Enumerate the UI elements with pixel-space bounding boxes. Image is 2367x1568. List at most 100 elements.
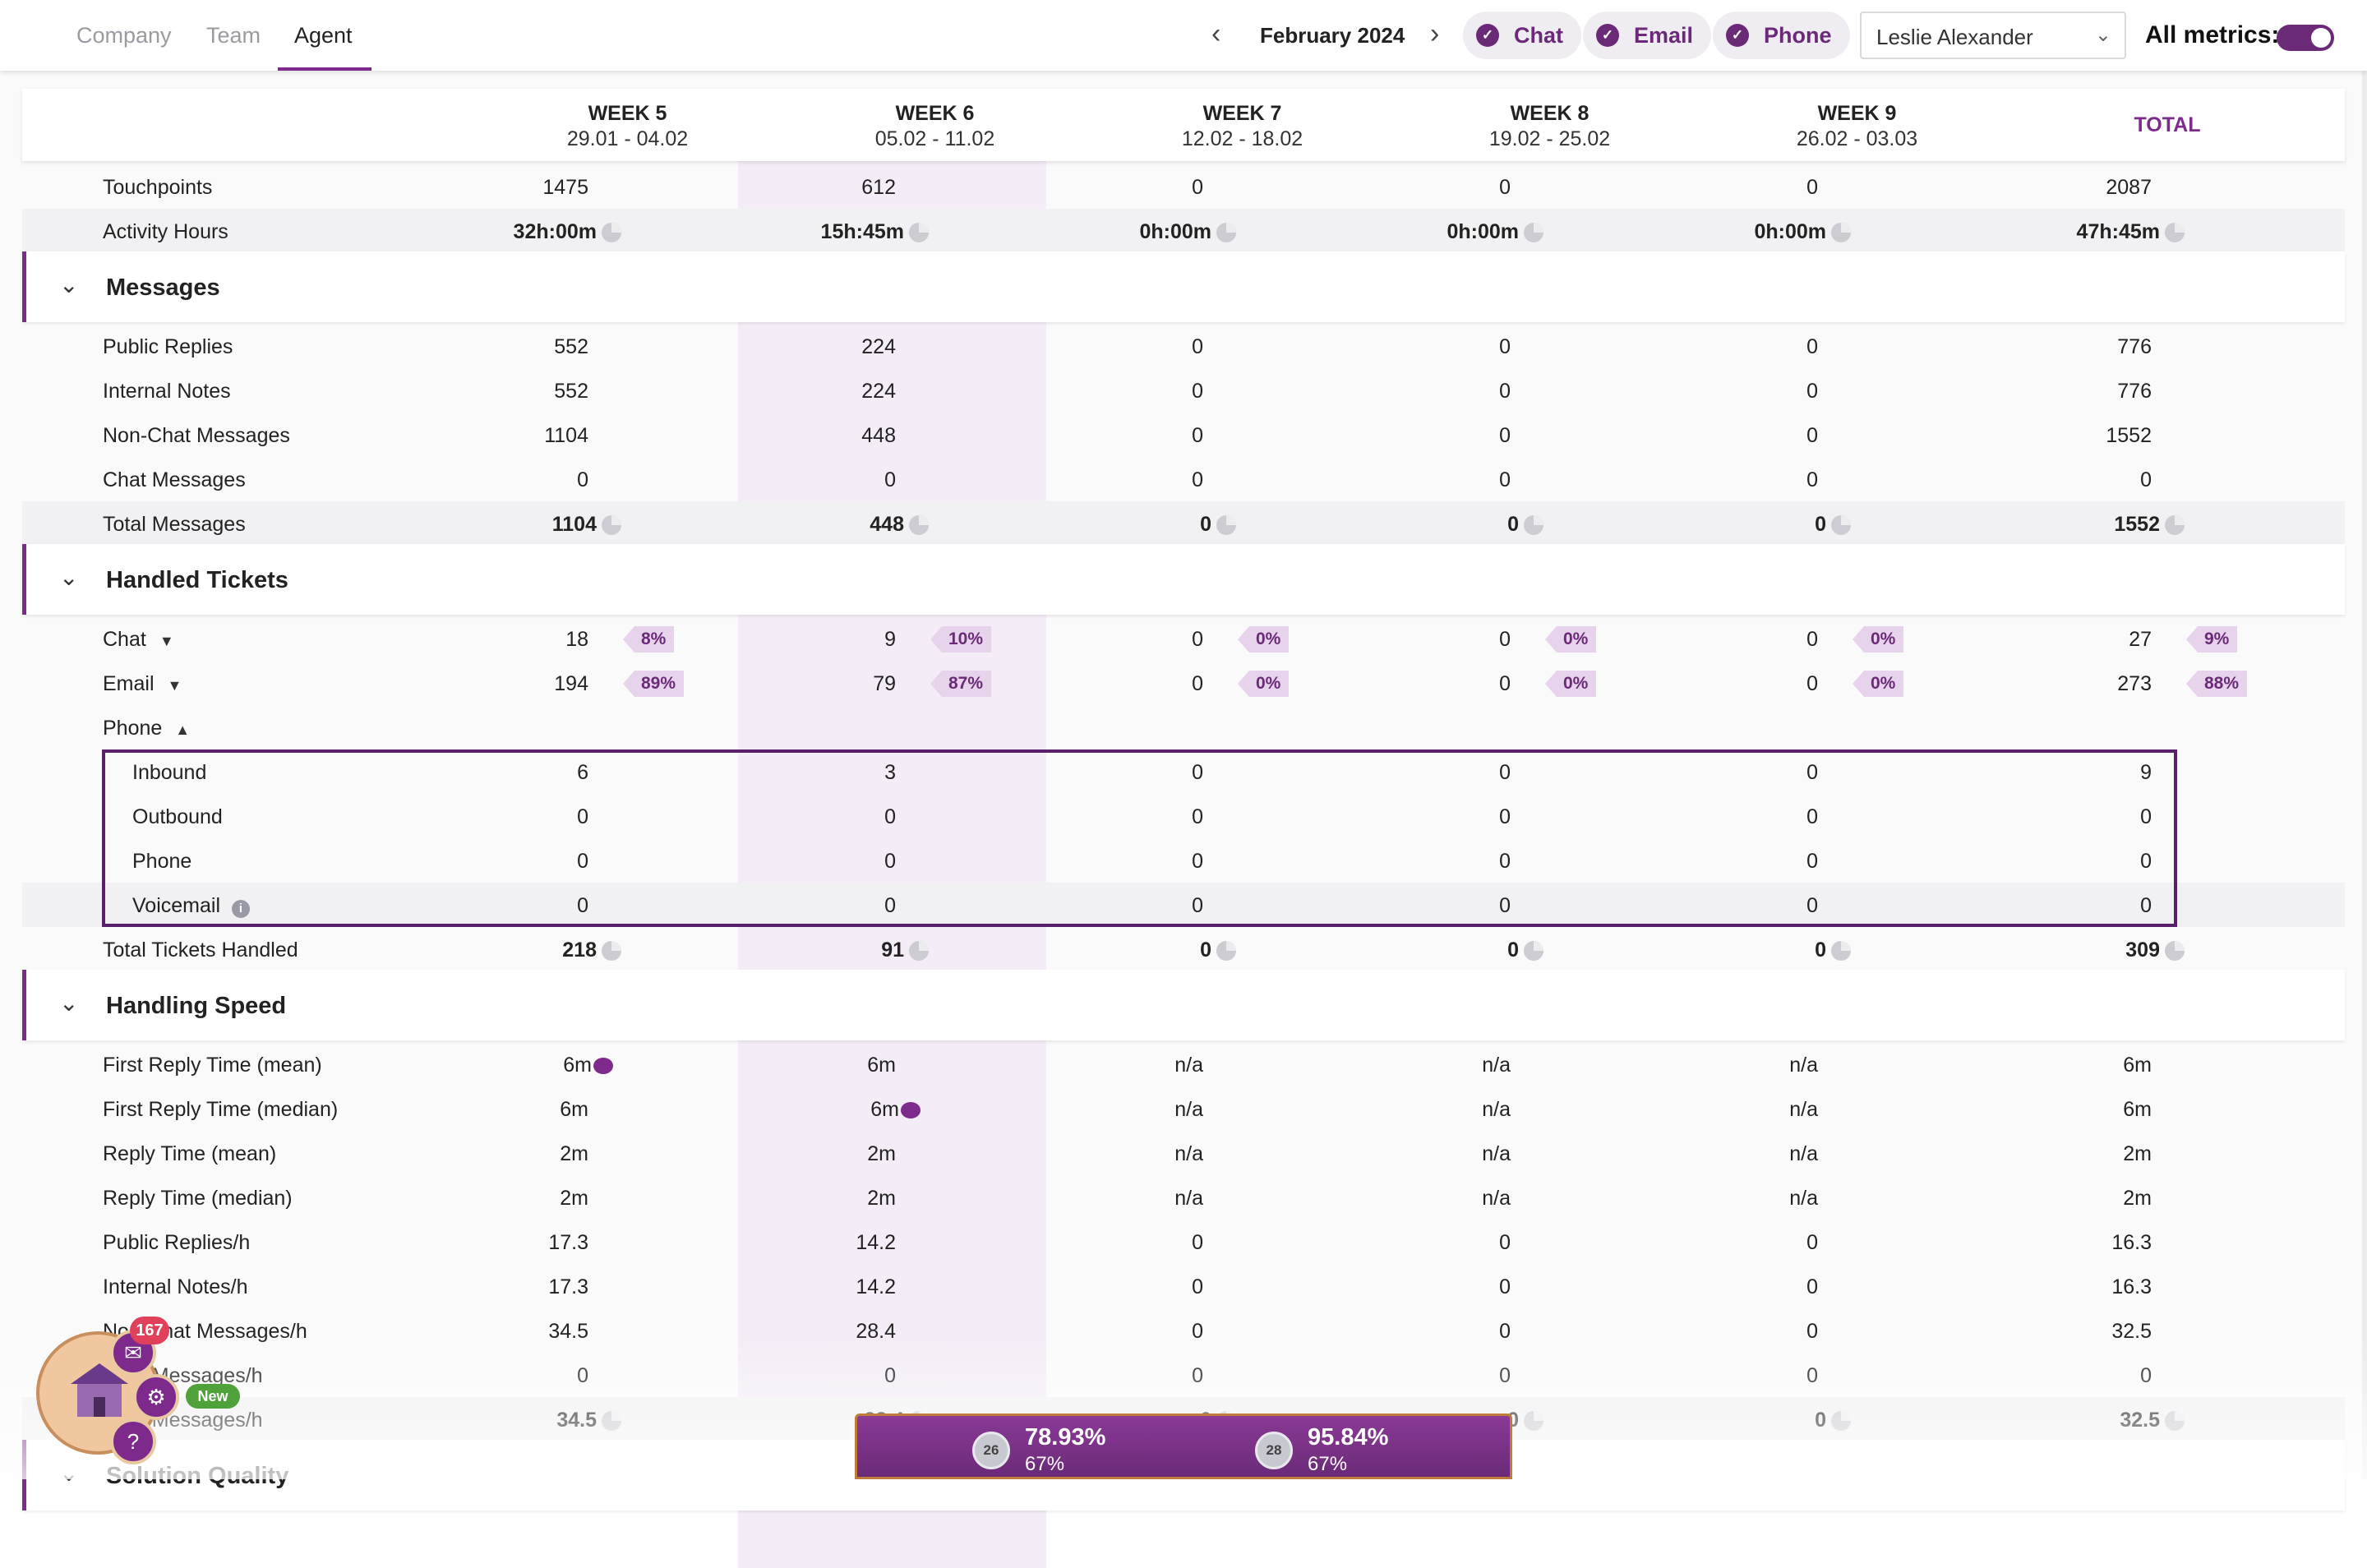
value-text: 0 bbox=[1499, 1275, 1511, 1298]
row-value: 91 bbox=[797, 938, 929, 962]
value-text: 6m bbox=[870, 1098, 899, 1121]
pie-chart-icon[interactable] bbox=[1216, 515, 1236, 536]
caret-down-icon[interactable]: ▼ bbox=[159, 633, 174, 649]
value-text: 0 bbox=[1192, 176, 1203, 199]
goal-sub: 67% bbox=[1025, 1453, 1065, 1475]
goal-progress-bar[interactable]: 26 78.93% 67% 28 95.84% 67% bbox=[855, 1414, 1512, 1479]
tab-team[interactable]: Team bbox=[206, 23, 261, 48]
value-text: 6m bbox=[2123, 1098, 2152, 1121]
row-value: 776 bbox=[2053, 380, 2152, 404]
chevron-down-icon[interactable]: ⌄ bbox=[59, 272, 79, 297]
pie-chart-icon[interactable] bbox=[2165, 223, 2185, 243]
table-row: First Reply Time (mean) 6m 6m n/a n/a n/a 6m bbox=[22, 1042, 2345, 1086]
pie-chart-icon[interactable] bbox=[909, 515, 929, 536]
chip-label: Email bbox=[1634, 22, 1694, 48]
value-text: n/a bbox=[1789, 1187, 1818, 1210]
goal-item: 26 78.93% 67% bbox=[972, 1424, 1105, 1476]
row-value: 0 bbox=[1105, 761, 1203, 785]
pie-chart-icon[interactable] bbox=[1831, 941, 1851, 962]
value-text: 448 bbox=[861, 424, 896, 447]
help-icon[interactable]: ? bbox=[110, 1418, 156, 1464]
filter-chip-chat[interactable]: ✓ Chat bbox=[1463, 12, 1581, 59]
pie-chart-icon[interactable] bbox=[1524, 515, 1543, 536]
value-text: n/a bbox=[1174, 1187, 1203, 1210]
check-icon: ✓ bbox=[1596, 24, 1619, 47]
comment-icon[interactable] bbox=[593, 1058, 613, 1075]
row-value: 2m bbox=[797, 1142, 896, 1166]
scrollbar[interactable] bbox=[2362, 71, 2367, 1479]
gear-icon[interactable]: ⚙ bbox=[133, 1374, 179, 1420]
check-icon: ✓ bbox=[1476, 24, 1499, 47]
pie-chart-icon[interactable] bbox=[602, 941, 621, 962]
agent-select[interactable]: Leslie Alexander ⌄ bbox=[1860, 12, 2126, 59]
pie-chart-icon[interactable] bbox=[2165, 941, 2185, 962]
row-value: 0h:00m bbox=[1412, 220, 1543, 244]
value-text: 17.3 bbox=[548, 1275, 588, 1298]
row-label: Voicemail i bbox=[132, 894, 250, 918]
row-value: 16.3 bbox=[2053, 1275, 2152, 1299]
value-text: 0 bbox=[1192, 1275, 1203, 1298]
percent-badge: 10% bbox=[930, 626, 992, 653]
value-text: 0 bbox=[577, 468, 588, 491]
pie-chart-icon[interactable] bbox=[909, 223, 929, 243]
filter-chip-email[interactable]: ✓ Email bbox=[1583, 12, 1712, 59]
next-month-icon[interactable]: › bbox=[1430, 18, 1440, 49]
comment-icon[interactable] bbox=[901, 1102, 920, 1119]
row-value: 0 bbox=[1719, 672, 1818, 696]
row-value: 0 bbox=[1412, 176, 1511, 200]
value-text: 309 bbox=[2125, 938, 2160, 962]
pie-chart-icon[interactable] bbox=[1831, 515, 1851, 536]
tab-company[interactable]: Company bbox=[76, 23, 172, 48]
row-value: 0 bbox=[1105, 1231, 1203, 1255]
value-text: 2m bbox=[560, 1187, 588, 1210]
row-value: 0 bbox=[1412, 672, 1511, 696]
row-value: 0 bbox=[1719, 938, 1851, 962]
row-value: 0 bbox=[1105, 513, 1236, 537]
value-text: 0 bbox=[1806, 628, 1818, 651]
pie-chart-icon[interactable] bbox=[1524, 941, 1543, 962]
pie-chart-icon[interactable] bbox=[602, 515, 621, 536]
value-text: 0 bbox=[1192, 850, 1203, 873]
row-value: n/a bbox=[1412, 1054, 1511, 1077]
pie-chart-icon[interactable] bbox=[909, 941, 929, 962]
caret-down-icon[interactable]: ▼ bbox=[167, 677, 182, 694]
chip-label: Phone bbox=[1764, 22, 1832, 48]
value-text: 0h:00m bbox=[1754, 220, 1826, 243]
percent-badge: 9% bbox=[2186, 626, 2238, 653]
value-text: 0 bbox=[1507, 513, 1519, 536]
section-header[interactable]: ⌄ Handling Speed bbox=[22, 970, 2345, 1040]
row-value: 0 bbox=[1412, 1231, 1511, 1255]
value-text: n/a bbox=[1174, 1098, 1203, 1121]
row-value: n/a bbox=[1719, 1142, 1818, 1166]
pie-chart-icon[interactable] bbox=[1524, 223, 1543, 243]
value-text: 224 bbox=[861, 335, 896, 358]
pie-chart-icon[interactable] bbox=[1831, 223, 1851, 243]
filter-chip-phone[interactable]: ✓ Phone bbox=[1713, 12, 1850, 59]
value-text: 32h:00m bbox=[513, 220, 597, 243]
pie-chart-icon[interactable] bbox=[1216, 941, 1236, 962]
value-text: 0 bbox=[1192, 672, 1203, 695]
chevron-down-icon[interactable]: ⌄ bbox=[59, 990, 79, 1016]
value-text: 0 bbox=[1192, 761, 1203, 784]
value-text: 0 bbox=[1806, 672, 1818, 695]
value-text: n/a bbox=[1482, 1054, 1511, 1077]
section-header[interactable]: ⌄ Messages bbox=[22, 251, 2345, 322]
castle-icon bbox=[71, 1363, 128, 1417]
value-text: 552 bbox=[554, 380, 588, 403]
caret-up-icon[interactable]: ▲ bbox=[175, 722, 191, 738]
pie-chart-icon[interactable] bbox=[2165, 515, 2185, 536]
row-value: 47h:45m bbox=[2053, 220, 2185, 244]
pie-chart-icon[interactable] bbox=[602, 223, 621, 243]
value-text: 0 bbox=[1499, 176, 1511, 199]
all-metrics-toggle[interactable] bbox=[2277, 25, 2334, 51]
tab-agent[interactable]: Agent bbox=[294, 23, 353, 48]
info-icon[interactable]: i bbox=[232, 900, 250, 918]
column-header-week5: WEEK 5 29.01 - 04.02 bbox=[566, 102, 689, 150]
pie-chart-icon[interactable] bbox=[1216, 223, 1236, 243]
value-text: 1104 bbox=[551, 513, 597, 536]
chevron-down-icon[interactable]: ⌄ bbox=[59, 565, 79, 590]
prev-month-icon[interactable]: ‹ bbox=[1211, 18, 1221, 49]
row-value: 0 bbox=[1105, 335, 1203, 359]
value-text: 0 bbox=[1499, 672, 1511, 695]
section-header[interactable]: ⌄ Handled Tickets bbox=[22, 544, 2345, 615]
